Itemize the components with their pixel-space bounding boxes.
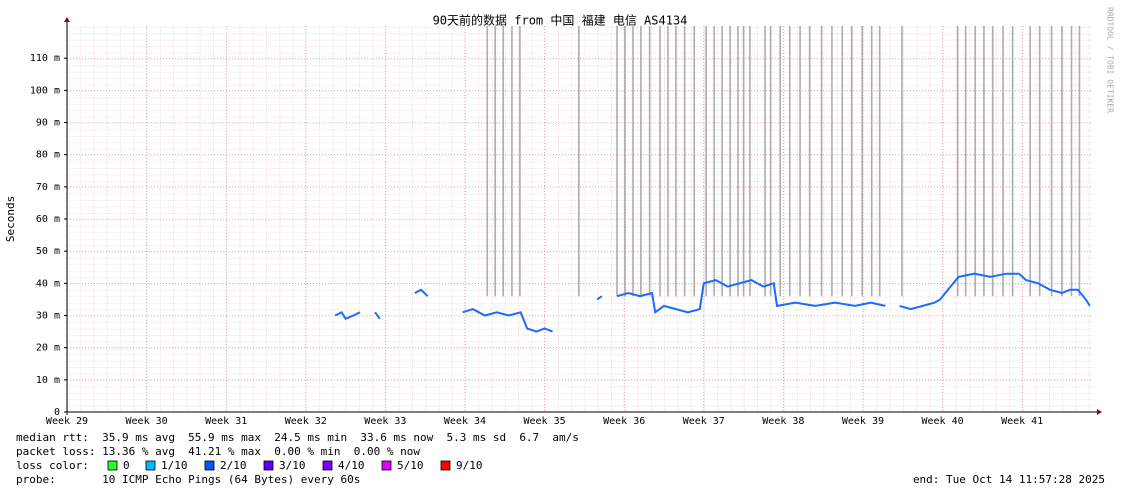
legend-label: 5/10 — [397, 459, 424, 472]
legend-swatch — [107, 460, 118, 471]
x-tick-label: Week 33 — [364, 416, 406, 427]
median-line — [334, 310, 361, 320]
probe-text: probe: 10 ICMP Echo Pings (64 Bytes) eve… — [16, 473, 360, 486]
x-tick-label: Week 32 — [285, 416, 327, 427]
stats-line: packet loss: 13.36 % avg 41.21 % max 0.0… — [16, 445, 420, 458]
legend-label: 4/10 — [338, 459, 365, 472]
x-tick-label: Week 34 — [444, 416, 486, 427]
legend-label: 3/10 — [279, 459, 306, 472]
legend-swatch — [263, 460, 274, 471]
y-tick-label: 100 m — [30, 85, 60, 96]
x-tick-label: Week 31 — [205, 416, 247, 427]
x-tick-label: Week 35 — [524, 416, 566, 427]
x-tick-label: Week 40 — [921, 416, 963, 427]
y-tick-label: 10 m — [36, 375, 60, 386]
axis-arrow — [64, 17, 70, 22]
x-tick-label: Week 29 — [46, 416, 88, 427]
stats-line: median rtt: 35.9 ms avg 55.9 ms max 24.5… — [16, 431, 579, 444]
end-time: end: Tue Oct 14 11:57:28 2025 — [913, 473, 1105, 486]
axis-arrow — [1097, 409, 1102, 415]
y-tick-label: 60 m — [36, 214, 60, 225]
legend-title: loss color: — [16, 459, 89, 472]
legend-label: 0 — [123, 459, 130, 472]
y-tick-label: 50 m — [36, 246, 60, 257]
x-tick-label: Week 38 — [762, 416, 804, 427]
y-tick-label: 90 m — [36, 118, 60, 129]
median-line — [374, 311, 381, 320]
median-line — [462, 308, 553, 333]
y-tick-label: 80 m — [36, 150, 60, 161]
y-tick-label: 20 m — [36, 343, 60, 354]
legend-label: 9/10 — [456, 459, 483, 472]
legend-swatch — [322, 460, 333, 471]
x-tick-label: Week 41 — [1001, 416, 1043, 427]
x-tick-label: Week 36 — [603, 416, 645, 427]
y-axis-label: Seconds — [4, 196, 17, 242]
median-line — [899, 272, 1091, 311]
y-tick-label: 40 m — [36, 278, 60, 289]
legend-label: 2/10 — [220, 459, 247, 472]
y-tick-label: 70 m — [36, 182, 60, 193]
x-tick-label: Week 37 — [683, 416, 725, 427]
x-tick-label: Week 39 — [842, 416, 884, 427]
y-tick-label: 0 — [54, 407, 60, 418]
median-line — [616, 279, 886, 315]
legend-swatch — [440, 460, 451, 471]
median-line — [414, 288, 429, 297]
legend-swatch — [204, 460, 215, 471]
chart-title: 90天前的数据 from 中国 福建 电信 AS4134 — [433, 13, 688, 28]
y-tick-label: 30 m — [36, 311, 60, 322]
median-line — [596, 295, 603, 301]
x-tick-label: Week 30 — [126, 416, 168, 427]
legend-label: 1/10 — [161, 459, 188, 472]
legend-swatch — [381, 460, 392, 471]
watermark: RRDTOOL / TOBI OETIKER — [1106, 7, 1115, 113]
legend-swatch — [145, 460, 156, 471]
y-tick-label: 110 m — [30, 53, 60, 64]
